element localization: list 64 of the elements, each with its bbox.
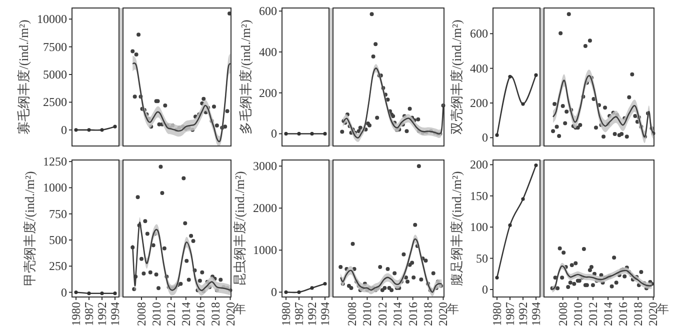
y-tick-label: 600: [470, 26, 488, 41]
x-tick-label: 2014: [390, 302, 405, 326]
x-tick-label: 2008: [134, 302, 148, 326]
y-tick-label: 600: [259, 4, 277, 18]
y-tick-label: 10000: [37, 12, 67, 26]
x-tick-label: 2018: [421, 302, 436, 326]
x-tick-label: 2008: [345, 302, 360, 326]
x-tick-label: 1980: [69, 302, 83, 326]
y-tick-label: 2000: [253, 201, 277, 216]
x-tick-label: 1980: [279, 302, 293, 326]
x-tick-label: 1992: [516, 302, 530, 326]
x-tick-label: 1994: [529, 302, 543, 326]
y-tick-label: 500: [49, 233, 67, 248]
y-tick-label: 150: [470, 188, 488, 203]
x-tick-label: 2016: [616, 302, 630, 326]
y-tick-label: 7500: [43, 40, 67, 54]
x-tick-label: 1980: [490, 302, 504, 326]
y-tick-label: 50: [476, 251, 488, 266]
x-tick-label: 1992: [305, 302, 319, 326]
y-tick-label: 1250: [43, 154, 67, 169]
y-tick-label: 0: [61, 285, 67, 300]
y-tick-label: 400: [470, 61, 488, 76]
y-tick-label: 750: [49, 206, 67, 221]
x-tick-label: 2018: [208, 302, 222, 326]
y-tick-label: 0: [482, 282, 488, 297]
y-axis-title: 寡毛纲丰度/(ind./m²): [16, 20, 31, 134]
x-tick-label: 1994: [108, 302, 122, 326]
x-tick-label: 2014: [601, 302, 616, 326]
x-tick-label: 2012: [586, 302, 600, 326]
y-tick-label: 3000: [253, 159, 277, 174]
y-axis-title: 甲壳纲丰度/(ind./m²): [22, 171, 37, 286]
y-tick-label: 400: [259, 44, 277, 59]
x-tick-label: 1987: [503, 302, 517, 326]
x-tick-label: 2014: [178, 302, 193, 326]
x-tick-label: 2016: [406, 302, 420, 326]
x-tick-label: 2010: [149, 302, 164, 326]
y-axis-title: 多毛纲丰度/(ind./m²): [238, 20, 253, 134]
x-tick-label: 2018: [631, 302, 646, 326]
y-tick-label: 250: [49, 259, 67, 274]
x-tick-label: 2008: [556, 302, 570, 326]
x-tick-label: 1987: [82, 302, 96, 326]
x-tick-label: 2012: [375, 302, 390, 326]
x-tick-label: 2012: [164, 302, 178, 326]
x-tick-label: 1992: [95, 302, 109, 326]
x-tick-label: 1987: [292, 302, 306, 326]
y-axis-title: 昆虫纲丰度/(ind./m²): [232, 171, 247, 286]
y-tick-label: 0: [482, 130, 488, 145]
y-tick-label: 0: [271, 126, 277, 141]
y-tick-label: 2500: [43, 95, 67, 110]
y-tick-label: 200: [470, 158, 488, 172]
y-tick-label: 100: [470, 220, 488, 234]
x-tick-label: 2010: [360, 302, 374, 326]
x-tick-label: 1994: [318, 302, 332, 326]
y-tick-label: 1000: [43, 180, 67, 195]
x-tick-label: 2010: [570, 302, 585, 326]
y-tick-label: 0: [271, 285, 277, 300]
y-axis-title: 腹足纲丰度/(ind./m²): [449, 171, 464, 286]
y-tick-label: 5000: [43, 68, 67, 82]
y-tick-label: 200: [470, 96, 488, 110]
y-tick-label: 1000: [253, 243, 277, 258]
y-axis-title: 双壳纲丰度/(ind./m²): [449, 20, 464, 134]
y-tick-label: 200: [259, 86, 277, 100]
y-tick-label: 0: [61, 122, 67, 137]
x-tick-label: 2016: [194, 302, 208, 326]
